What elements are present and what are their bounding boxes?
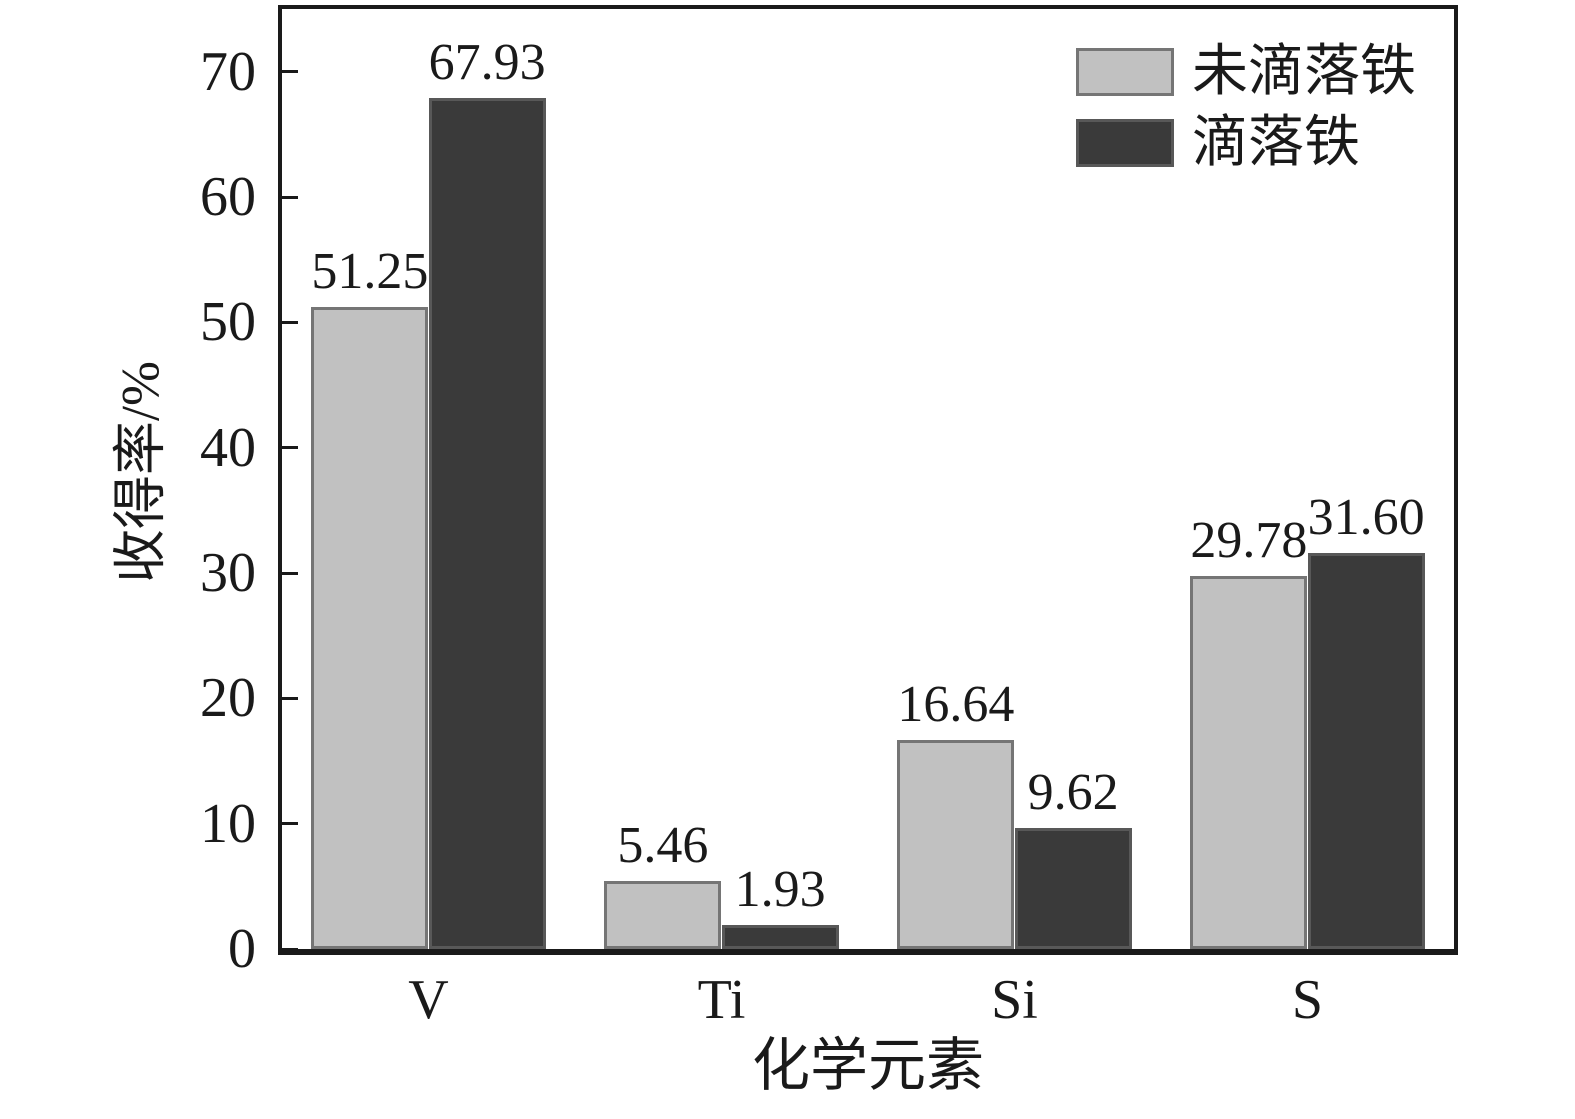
- y-tick-label: 40: [200, 416, 256, 479]
- x-tick-label-V: V: [408, 969, 449, 1031]
- bar-未滴落铁-Ti: [604, 880, 722, 949]
- bar-value-label-Ti-light: 5.46: [617, 816, 709, 874]
- legend-label-undripped-iron: 未滴落铁: [1192, 41, 1416, 103]
- legend-swatch-dripped-iron: [1076, 119, 1174, 167]
- legend-item-dripped-iron: 滴落铁: [1076, 114, 1416, 172]
- y-tick-mark: [282, 195, 298, 199]
- y-tick-mark: [282, 947, 298, 951]
- bar-value-label-Si-light: 16.64: [897, 676, 1015, 734]
- y-tick-mark: [282, 822, 298, 826]
- x-tick-label-Si: Si: [991, 969, 1038, 1031]
- y-tick-label: 0: [228, 918, 256, 980]
- bar-value-label-S-dark: 31.60: [1307, 488, 1425, 546]
- legend-label-dripped-iron: 滴落铁: [1192, 112, 1360, 174]
- y-tick-label: 50: [200, 291, 256, 354]
- bar-滴落铁-V: [428, 97, 546, 949]
- bar-滴落铁-Si: [1014, 828, 1132, 949]
- x-tick-label-Ti: Ti: [697, 969, 746, 1031]
- bar-滴落铁-S: [1307, 552, 1425, 949]
- y-tick-mark: [282, 571, 298, 575]
- y-tick-mark: [282, 696, 298, 700]
- bar-value-label-V-light: 51.25: [311, 242, 429, 300]
- bar-滴落铁-Ti: [721, 924, 839, 949]
- y-tick-label: 30: [200, 542, 256, 604]
- y-tick-mark: [282, 446, 298, 450]
- legend: 未滴落铁 滴落铁: [1076, 43, 1416, 172]
- bar-未滴落铁-Si: [897, 740, 1015, 949]
- y-tick-label: 20: [200, 667, 256, 730]
- plot-frame: 未滴落铁 滴落铁 51.25 67.93 5.46 1.93 16.64 9.62 29.7…: [278, 5, 1458, 955]
- bar-value-label-V-dark: 67.93: [428, 33, 546, 91]
- bar-value-label-Ti-dark: 1.93: [734, 860, 826, 918]
- x-tick-label-S: S: [1291, 969, 1324, 1031]
- y-tick-label: 10: [200, 792, 256, 855]
- legend-item-undripped-iron: 未滴落铁: [1076, 43, 1416, 101]
- y-tick-mark: [282, 320, 298, 324]
- y-tick-mark: [282, 70, 298, 74]
- bar-未滴落铁-S: [1190, 575, 1308, 949]
- y-tick-label: 70: [200, 40, 256, 103]
- x-axis-title: 化学元素: [751, 1033, 984, 1098]
- y-tick-label: 60: [200, 166, 256, 228]
- bar-未滴落铁-V: [311, 306, 429, 949]
- plot-area: 未滴落铁 滴落铁 51.25 67.93 5.46 1.93 16.64 9.62 29.7…: [282, 9, 1454, 951]
- bar-value-label-Si-dark: 9.62: [1027, 764, 1119, 822]
- legend-swatch-undripped-iron: [1076, 48, 1174, 96]
- bar-value-label-S-light: 29.78: [1190, 511, 1308, 569]
